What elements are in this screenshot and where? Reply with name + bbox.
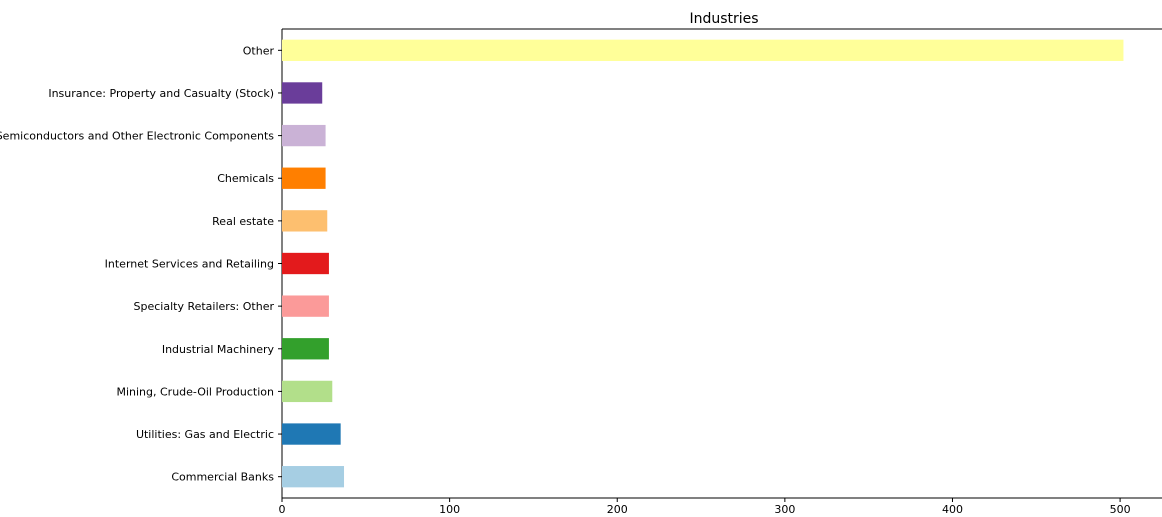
y-tick-label: Real estate xyxy=(212,215,274,228)
bar-semiconductors-and-other-electronic-components xyxy=(282,124,326,147)
bar-mining-crude-oil-production xyxy=(282,380,333,403)
bar-utilities-gas-and-electric xyxy=(282,423,341,445)
y-tick-label: Semiconductors and Other Electronic Comp… xyxy=(0,130,274,143)
y-tick-label: Insurance: Property and Casualty (Stock) xyxy=(48,87,274,100)
x-tick-label: 200 xyxy=(607,503,628,513)
x-axis-ticks: 0 100 200 300 400 500 xyxy=(279,498,1131,516)
y-tick-label: Other xyxy=(243,44,275,57)
bars xyxy=(282,39,1124,488)
y-tick-label: Specialty Retailers: Other xyxy=(134,300,275,313)
bar-other xyxy=(282,39,1124,61)
chart-title: Industries xyxy=(689,11,758,27)
y-tick-label: Commercial Banks xyxy=(171,471,274,484)
y-tick-label: Internet Services and Retailing xyxy=(105,258,274,271)
x-tick-label: 300 xyxy=(774,503,795,513)
x-tick-label: 100 xyxy=(439,503,460,513)
axes xyxy=(281,28,1162,499)
x-tick-label: 500 xyxy=(1110,503,1131,513)
x-tick-label: 400 xyxy=(942,503,963,513)
bar-commercial-banks xyxy=(282,466,345,488)
x-tick-label: 0 xyxy=(279,503,286,513)
bar-chemicals xyxy=(282,167,326,189)
bar-internet-services-and-retailing xyxy=(282,252,329,275)
bar-insurance-property-and-casualty-stock xyxy=(282,82,323,104)
y-tick-label: Utilities: Gas and Electric xyxy=(136,428,274,441)
bar-real-estate xyxy=(282,210,328,232)
y-tick-label: Chemicals xyxy=(217,172,274,185)
bar-industrial-machinery xyxy=(282,338,329,360)
y-tick-label: Industrial Machinery xyxy=(162,343,275,356)
bar-specialty-retailers-other xyxy=(282,295,329,317)
y-axis-ticks: Commercial Banks Utilities: Gas and Elect… xyxy=(0,44,282,484)
y-tick-label: Mining, Crude-Oil Production xyxy=(116,385,274,398)
